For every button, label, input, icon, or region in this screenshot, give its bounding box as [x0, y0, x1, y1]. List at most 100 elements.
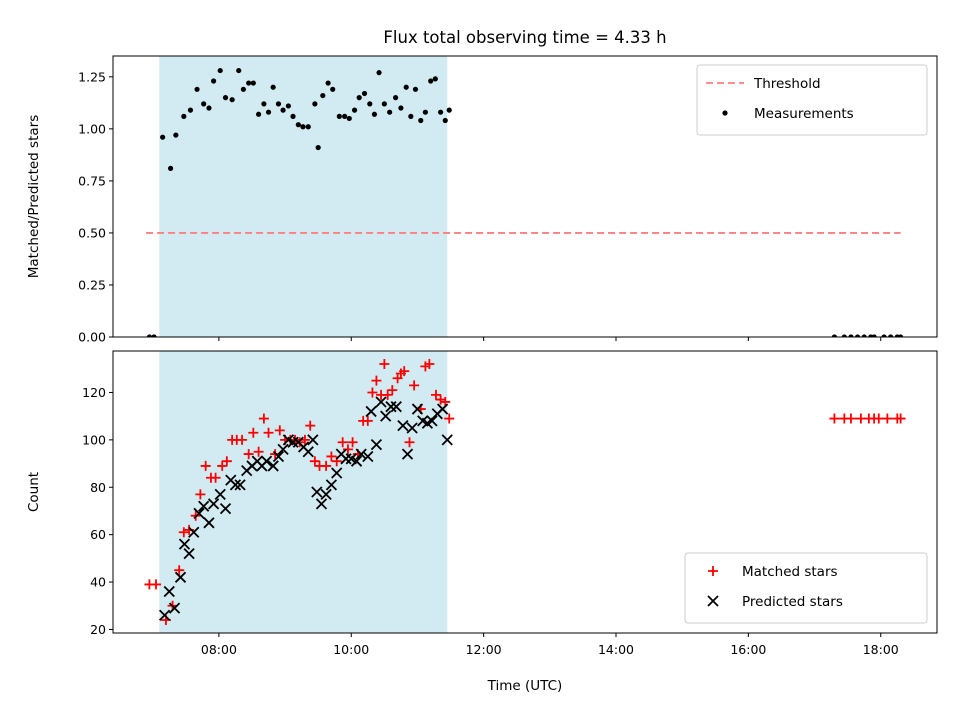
y-tick-label: 0.75	[78, 173, 106, 188]
x-tick-label: 16:00	[730, 642, 766, 657]
measurement-point	[367, 101, 373, 107]
predicted-star-point	[168, 602, 181, 614]
measurement-point	[160, 134, 166, 140]
chart-title: Flux total observing time = 4.33 h	[383, 28, 666, 47]
measurement-point	[280, 107, 286, 113]
matched-star-point	[882, 413, 893, 424]
predicted-star-point	[426, 415, 438, 427]
measurement-point	[398, 105, 404, 111]
measurement-point	[151, 334, 157, 337]
predicted-star-point	[331, 467, 343, 479]
predicted-star-point	[207, 498, 220, 510]
predicted-star-point	[198, 500, 210, 512]
matched-star-point	[151, 579, 162, 590]
measurement-point	[336, 113, 342, 119]
measurement-point	[442, 117, 448, 124]
predicted-star-point	[158, 609, 171, 621]
measurement-point	[222, 95, 229, 101]
measurement-point	[187, 107, 194, 113]
measurement-point	[275, 101, 282, 107]
measurement-point	[285, 103, 291, 109]
legend-matched-swatch	[708, 566, 718, 576]
measurement-point	[236, 67, 242, 74]
ratio-panel: 0.00 0.25 0.50 0.75 1.00 1.25 Matched/Predicte…	[26, 55, 938, 345]
predicted-star-point	[375, 396, 387, 408]
measurement-point	[300, 124, 306, 130]
matched-star-point	[210, 472, 221, 483]
measurement-point	[428, 78, 434, 84]
matched-star-point	[258, 413, 269, 424]
predicted-star-point	[320, 488, 332, 501]
measurement-point	[146, 334, 153, 337]
predicted-star-point	[188, 526, 200, 538]
predicted-star-point	[441, 434, 453, 446]
predicted-star-point	[214, 488, 226, 501]
measurement-point	[229, 97, 235, 103]
predicted-star-point	[229, 479, 242, 491]
measurement-point	[181, 113, 187, 119]
measurement-point	[315, 144, 321, 151]
matched-star-point	[243, 449, 254, 460]
predicted-star-point	[260, 455, 273, 467]
legend: Matched stars Predicted stars	[684, 552, 928, 624]
measurement-point	[330, 86, 336, 92]
predicted-star-point	[174, 571, 187, 583]
y-tick-label: 120	[82, 385, 106, 400]
legend: Threshold Measurements	[696, 64, 928, 136]
matched-star-point	[309, 456, 320, 467]
x-tick-label: 10:00	[333, 642, 369, 657]
measurement-point	[387, 109, 393, 115]
measurement-point	[206, 105, 212, 111]
measurement-point	[305, 124, 311, 130]
legend-box	[684, 552, 928, 624]
axes-frame	[112, 350, 938, 634]
matched-star-point	[326, 451, 337, 462]
measurement-point	[217, 67, 223, 74]
predicted-star-point	[362, 450, 374, 463]
measurement-point	[250, 80, 256, 86]
predicted-star-point	[397, 420, 409, 432]
matched-star-point	[444, 413, 455, 424]
measurement-point	[256, 111, 262, 117]
matched-star-point	[342, 444, 353, 455]
y-tick-label: 0.25	[78, 277, 106, 292]
series-group	[146, 67, 904, 337]
matched-star-point	[409, 380, 420, 391]
matched-star-point	[382, 389, 393, 400]
measurement-point	[261, 101, 267, 107]
measurement-point	[854, 334, 861, 337]
predicted-star-point	[350, 455, 363, 467]
predicted-star-point	[325, 479, 338, 491]
matched-star-point	[387, 385, 398, 396]
observing-span	[159, 56, 448, 337]
measurement-point	[446, 107, 452, 113]
predicted-star-point	[307, 434, 319, 446]
measurement-point	[408, 113, 414, 119]
predicted-star-point	[163, 585, 175, 598]
predicted-star-point	[340, 453, 352, 465]
measurement-point	[422, 109, 428, 115]
predicted-star-point	[193, 507, 205, 519]
measurement-point	[240, 86, 246, 92]
measurement-point	[841, 334, 847, 337]
predicted-star-point	[272, 450, 285, 463]
measurement-point	[295, 122, 301, 128]
x-tick-label: 08:00	[201, 642, 237, 657]
x-axis-label: Time (UTC)	[487, 678, 563, 694]
matched-star-point	[435, 394, 446, 405]
y-tick-label: 1.00	[78, 121, 106, 136]
predicted-star-point	[178, 538, 191, 550]
x-tick-label: 18:00	[863, 642, 899, 657]
matched-star-point	[274, 425, 285, 436]
measurement-point	[432, 76, 438, 82]
y-axis-label: Count	[26, 472, 42, 512]
series-group	[144, 359, 906, 625]
matched-star-point	[367, 387, 378, 398]
measurement-point	[201, 101, 207, 107]
matched-star-point	[404, 437, 415, 448]
measurement-point	[888, 334, 894, 337]
measurement-point	[167, 165, 174, 171]
measurement-point	[320, 92, 326, 99]
predicted-star-point	[315, 498, 328, 510]
